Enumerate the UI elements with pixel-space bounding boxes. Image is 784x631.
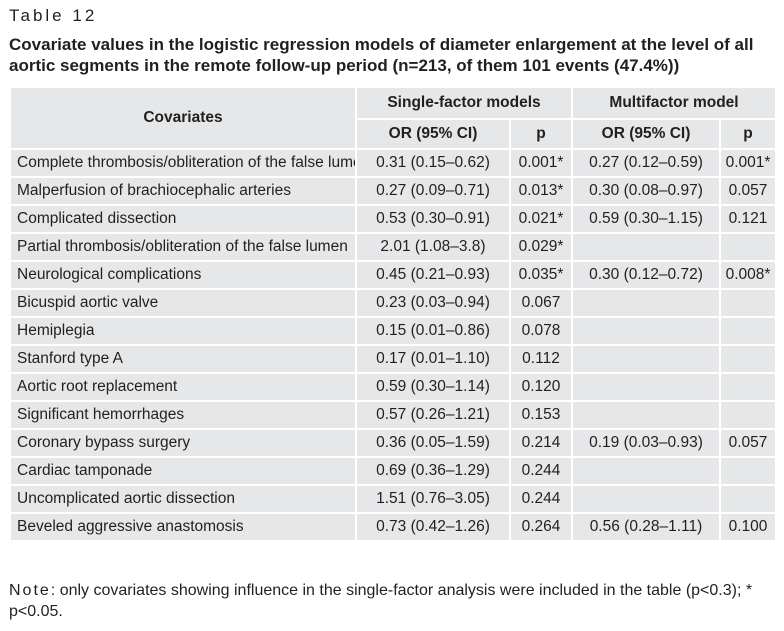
table-row: Aortic root replacement 0.59 (0.30–1.14) 0…	[9, 372, 778, 402]
table-row: Partial thrombosis/obliteration of the f…	[9, 232, 778, 262]
cell-sf-or: 0.27 (0.09–0.71)	[355, 176, 511, 206]
table-label: Table 12	[9, 6, 98, 25]
cell-mf-p: 0.100	[718, 512, 778, 542]
cell-mf-or	[571, 372, 721, 402]
cell-sf-p: 0.013*	[509, 176, 573, 206]
cell-mf-p	[718, 316, 778, 346]
cell-mf-or: 0.30 (0.12–0.72)	[571, 260, 721, 290]
cell-mf-or	[571, 344, 721, 374]
note-text: : only covariates showing influence in t…	[9, 582, 753, 620]
cell-sf-or: 0.31 (0.15–0.62)	[355, 148, 511, 178]
cell-mf-or: 0.19 (0.03–0.93)	[571, 428, 721, 458]
header-mf-or: OR (95% CI)	[571, 118, 721, 150]
table-row: Complicated dissection 0.53 (0.30–0.91) 0.…	[9, 204, 778, 234]
cell-mf-p: 0.057	[718, 428, 778, 458]
table-row: Stanford type A 0.17 (0.01–1.10) 0.112	[9, 344, 778, 374]
cell-mf-or: 0.30 (0.08–0.97)	[571, 176, 721, 206]
cell-sf-or: 0.53 (0.30–0.91)	[355, 204, 511, 234]
cell-sf-or: 0.59 (0.30–1.14)	[355, 372, 511, 402]
cell-mf-p	[718, 344, 778, 374]
cell-covariate: Stanford type A	[9, 344, 357, 374]
cell-mf-or	[571, 400, 721, 430]
cell-sf-p: 0.067	[509, 288, 573, 318]
cell-mf-or	[571, 316, 721, 346]
table-title: Covariate values in the logistic regress…	[9, 35, 754, 75]
cell-covariate: Aortic root replacement	[9, 372, 357, 402]
table-row: Bicuspid aortic valve 0.23 (0.03–0.94) 0.0…	[9, 288, 778, 318]
cell-mf-p: 0.121	[718, 204, 778, 234]
cell-sf-p: 0.001*	[509, 148, 573, 178]
cell-covariate: Significant hemorrhages	[9, 400, 357, 430]
cell-sf-p: 0.214	[509, 428, 573, 458]
cell-sf-p: 0.021*	[509, 204, 573, 234]
cell-mf-p: 0.057	[718, 176, 778, 206]
cell-sf-p: 0.153	[509, 400, 573, 430]
cell-sf-p: 0.112	[509, 344, 573, 374]
header-single-factor: Single-factor models	[355, 86, 573, 120]
cell-sf-p: 0.264	[509, 512, 573, 542]
table-row: Hemiplegia 0.15 (0.01–0.86) 0.078	[9, 316, 778, 346]
cell-covariate: Partial thrombosis/obliteration of the f…	[9, 232, 357, 262]
table-row: Significant hemorrhages 0.57 (0.26–1.21) 0…	[9, 400, 778, 430]
table-row: Uncomplicated aortic dissection 1.51 (0.7…	[9, 484, 778, 514]
cell-mf-p	[718, 288, 778, 318]
cell-sf-p: 0.120	[509, 372, 573, 402]
table-row: Malperfusion of brachiocephalic arteries…	[9, 176, 778, 206]
table-row: Coronary bypass surgery 0.36 (0.05–1.59) 0…	[9, 428, 778, 458]
note-lead: Note	[9, 582, 51, 599]
cell-sf-or: 0.45 (0.21–0.93)	[355, 260, 511, 290]
cell-sf-or: 0.36 (0.05–1.59)	[355, 428, 511, 458]
cell-mf-p: 0.008*	[718, 260, 778, 290]
cell-sf-p: 0.244	[509, 456, 573, 486]
cell-sf-p: 0.244	[509, 484, 573, 514]
cell-covariate: Beveled aggressive anastomosis	[9, 512, 357, 542]
cell-covariate: Coronary bypass surgery	[9, 428, 357, 458]
cell-covariate: Complicated dissection	[9, 204, 357, 234]
cell-covariate: Uncomplicated aortic dissection	[9, 484, 357, 514]
cell-covariate: Bicuspid aortic valve	[9, 288, 357, 318]
cell-sf-p: 0.078	[509, 316, 573, 346]
cell-sf-or: 1.51 (0.76–3.05)	[355, 484, 511, 514]
cell-mf-p	[718, 400, 778, 430]
cell-mf-or	[571, 484, 721, 514]
cell-mf-or	[571, 232, 721, 262]
cell-covariate: Complete thrombosis/obliteration of the …	[9, 148, 357, 178]
cell-sf-or: 0.69 (0.36–1.29)	[355, 456, 511, 486]
cell-sf-or: 0.57 (0.26–1.21)	[355, 400, 511, 430]
cell-mf-or	[571, 456, 721, 486]
table-note: Note: only covariates showing influence …	[9, 580, 779, 622]
table-row: Complete thrombosis/obliteration of the …	[9, 148, 778, 178]
cell-covariate: Malperfusion of brachiocephalic arteries	[9, 176, 357, 206]
cell-sf-p: 0.035*	[509, 260, 573, 290]
table-row: Neurological complications 0.45 (0.21–0.9…	[9, 260, 778, 290]
cell-mf-p	[718, 372, 778, 402]
cell-mf-p	[718, 456, 778, 486]
header-multifactor: Multifactor model	[570, 86, 778, 120]
header-covariates: Covariates	[9, 86, 357, 150]
cell-sf-or: 0.73 (0.42–1.26)	[355, 512, 511, 542]
cell-sf-or: 0.23 (0.03–0.94)	[355, 288, 511, 318]
header-mf-p: p	[718, 118, 778, 150]
table-body: Complete thrombosis/obliteration of the …	[9, 148, 778, 542]
cell-mf-or: 0.27 (0.12–0.59)	[571, 148, 721, 178]
regression-table: Covariates Single-factor models Multifac…	[9, 86, 778, 542]
header-sf-or: OR (95% CI)	[355, 118, 511, 150]
cell-covariate: Cardiac tamponade	[9, 456, 357, 486]
header-sf-p: p	[509, 118, 573, 150]
cell-sf-or: 2.01 (1.08–3.8)	[355, 232, 511, 262]
table-row: Cardiac tamponade 0.69 (0.36–1.29) 0.244	[9, 456, 778, 486]
cell-covariate: Neurological complications	[9, 260, 357, 290]
cell-mf-p: 0.001*	[718, 148, 778, 178]
cell-sf-or: 0.15 (0.01–0.86)	[355, 316, 511, 346]
cell-mf-p	[718, 484, 778, 514]
cell-mf-or: 0.56 (0.28–1.11)	[571, 512, 721, 542]
cell-sf-p: 0.029*	[509, 232, 573, 262]
cell-mf-or: 0.59 (0.30–1.15)	[571, 204, 721, 234]
table-row: Beveled aggressive anastomosis 0.73 (0.42…	[9, 512, 778, 542]
cell-mf-or	[571, 288, 721, 318]
cell-covariate: Hemiplegia	[9, 316, 357, 346]
cell-mf-p	[718, 232, 778, 262]
cell-sf-or: 0.17 (0.01–1.10)	[355, 344, 511, 374]
